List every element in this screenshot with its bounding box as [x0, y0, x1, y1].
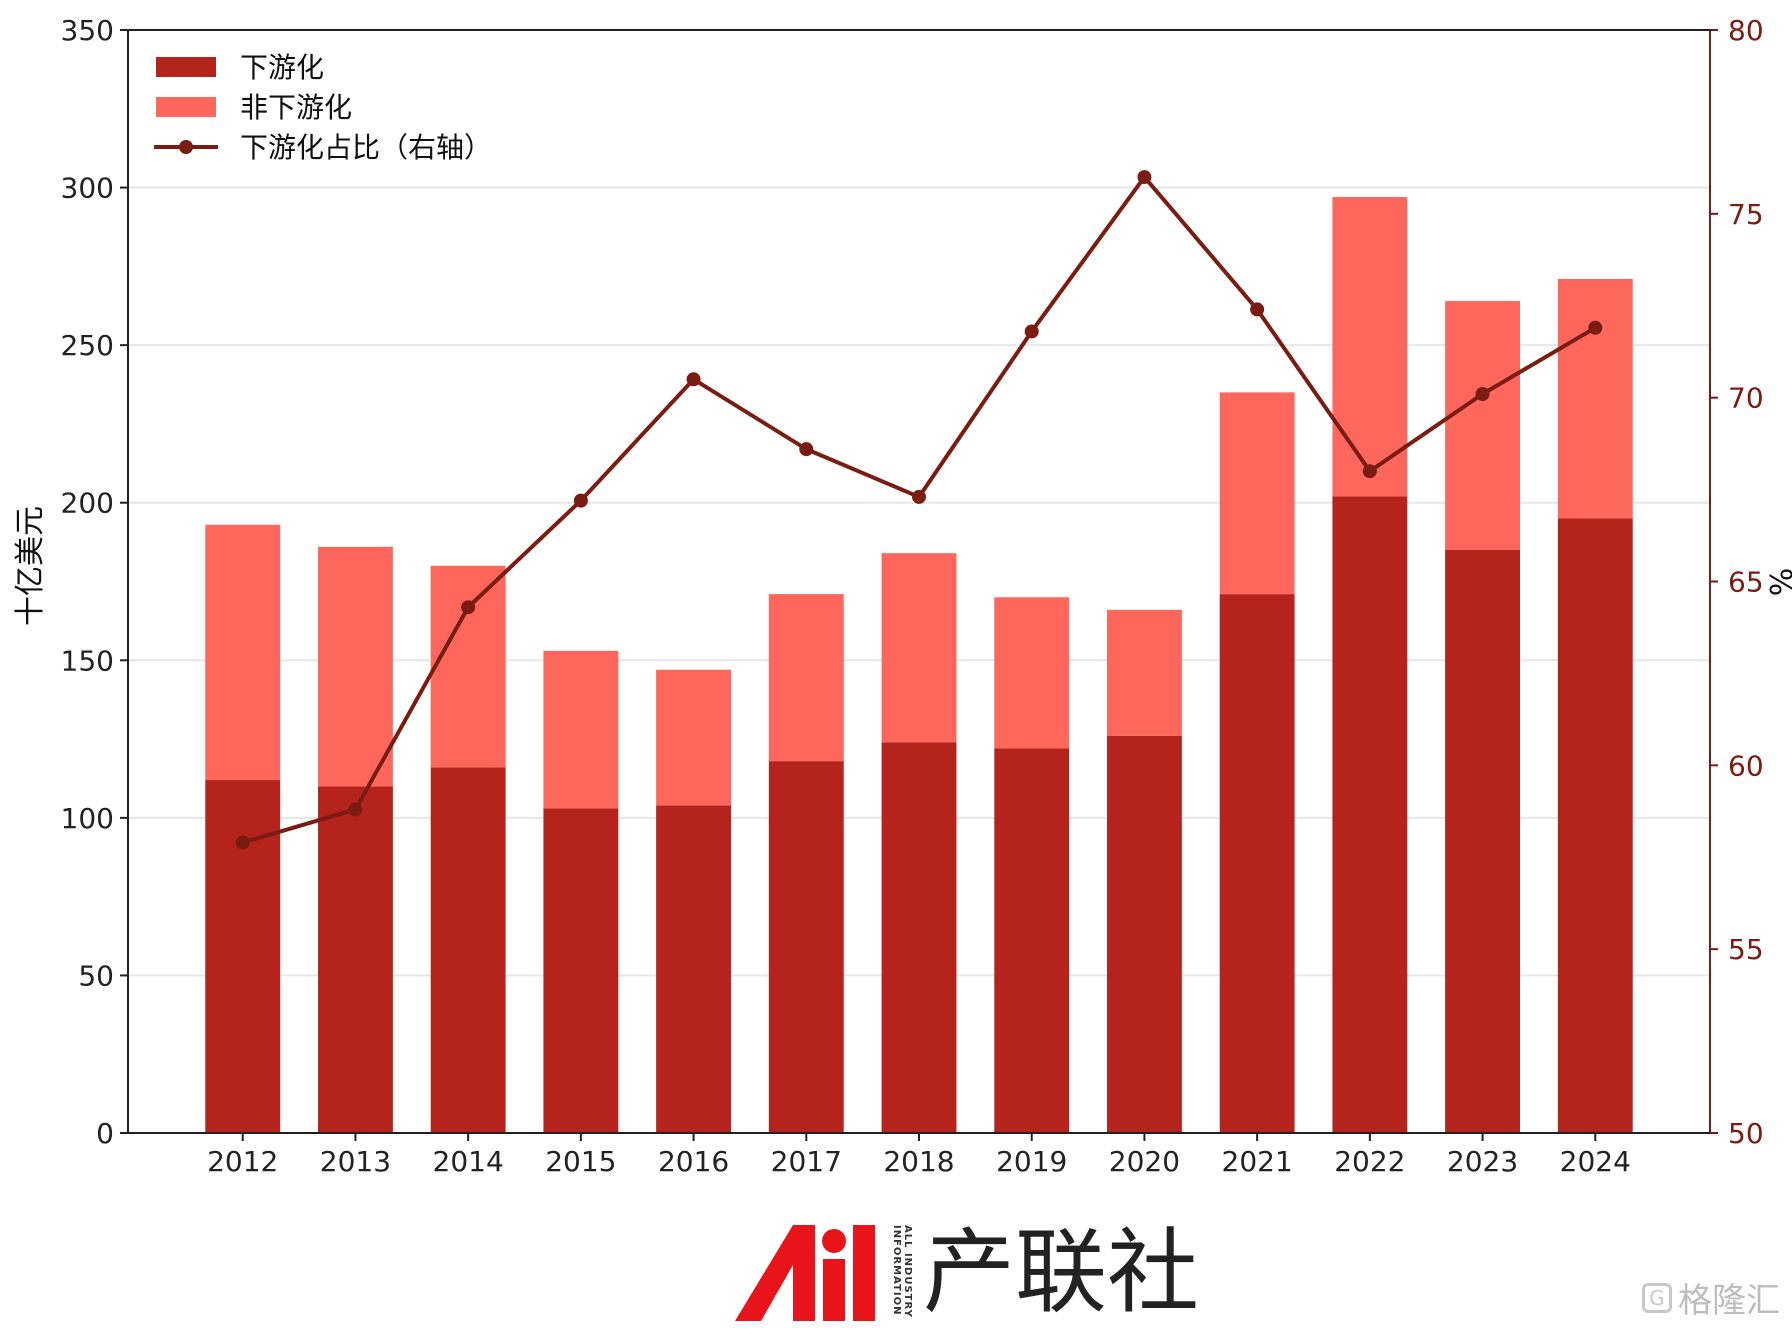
share-point-2021 [1250, 302, 1265, 317]
share-point-2016 [686, 372, 701, 387]
bar-non-downstream-2017 [768, 594, 844, 762]
y-axis-title: 十亿美元 [13, 506, 48, 626]
bar-downstream-2020 [1106, 735, 1182, 1133]
x-tick-label: 2023 [1447, 1145, 1518, 1178]
bar-downstream-2013 [318, 786, 393, 1133]
legend-marker-share [179, 140, 193, 154]
bar-non-downstream-2022 [1332, 197, 1408, 497]
x-tick-label: 2018 [883, 1145, 954, 1178]
watermark-text: 格隆汇 [1678, 1281, 1780, 1321]
y-tick-label: 300 [61, 172, 114, 205]
share-line [235, 170, 1603, 850]
bar-non-downstream-2015 [543, 650, 619, 809]
y2-tick-label: 50 [1728, 1117, 1764, 1150]
y2-tick-label: 75 [1728, 198, 1764, 231]
x-tick-label: 2015 [545, 1145, 616, 1178]
legend: 下游化 非下游化 下游化占比（右轴） [154, 51, 492, 164]
bar-non-downstream-2018 [881, 553, 957, 743]
y2-tick-label: 55 [1728, 933, 1764, 966]
bar-non-downstream-2020 [1106, 609, 1182, 736]
share-point-2019 [1024, 324, 1039, 339]
bar-downstream-2015 [543, 808, 619, 1133]
x-tick-label: 2021 [1222, 1145, 1293, 1178]
bar-downstream-2022 [1332, 496, 1408, 1133]
y2-tick-label: 70 [1728, 382, 1764, 415]
y-tick-label: 50 [78, 959, 114, 992]
x-tick-label: 2017 [771, 1145, 842, 1178]
y-tick-label: 250 [61, 329, 114, 362]
bar-non-downstream-2021 [1219, 392, 1295, 595]
bar-non-downstream-2019 [994, 597, 1070, 749]
bar-downstream-2019 [994, 748, 1070, 1133]
bar-downstream-2018 [881, 742, 957, 1133]
watermark: G 格隆汇 [1642, 1273, 1780, 1322]
bar-downstream-2023 [1445, 549, 1520, 1133]
y-tick-label: 350 [61, 14, 114, 47]
bar-non-downstream-2012 [205, 524, 281, 781]
bar-non-downstream-2024 [1557, 278, 1633, 519]
x-tick-label: 2013 [320, 1145, 391, 1178]
watermark-icon: G [1642, 1282, 1672, 1313]
share-point-2013 [348, 802, 363, 817]
x-tick-label: 2016 [658, 1145, 729, 1178]
share-point-2014 [461, 600, 476, 615]
brand-name: 产联社 [923, 1219, 1200, 1326]
share-point-2017 [799, 442, 814, 457]
share-point-2018 [912, 489, 926, 504]
y-tick-label: 0 [96, 1117, 114, 1150]
legend-swatch-downstream [156, 57, 216, 77]
bar-non-downstream-2013 [318, 546, 393, 787]
share-point-2022 [1362, 464, 1377, 479]
tick-labels: 0 50 100 150 200 250 300 350 50 55 60 65 70 75 80 2012 2… [61, 14, 1764, 1178]
x-tick-label: 2012 [207, 1145, 278, 1178]
share-point-2015 [573, 493, 588, 508]
bar-downstream-2021 [1219, 594, 1295, 1133]
y2-tick-label: 80 [1728, 14, 1764, 47]
brand-tagline: ALL INDUSTRY INFORMATION [891, 1225, 913, 1318]
y2-tick-label: 60 [1728, 749, 1764, 782]
x-tick-label: 2020 [1109, 1145, 1180, 1178]
bar-downstream-2024 [1557, 518, 1633, 1133]
axes [120, 29, 1718, 1141]
legend-label-downstream: 下游化 [240, 51, 324, 84]
brand-logo: ALL INDUSTRY INFORMATION 产联社 [735, 1225, 1199, 1321]
share-point-2023 [1475, 386, 1490, 401]
share-point-2024 [1588, 320, 1603, 335]
bar-downstream-2017 [768, 761, 844, 1133]
bar-non-downstream-2016 [656, 669, 732, 806]
x-tick-label: 2024 [1560, 1145, 1631, 1178]
x-tick-label: 2022 [1334, 1145, 1405, 1178]
bar-non-downstream-2014 [430, 565, 506, 768]
bar-downstream-2016 [656, 805, 732, 1133]
x-tick-label: 2014 [433, 1145, 504, 1178]
y2-axis-title: % [1762, 568, 1792, 597]
y-tick-label: 100 [61, 802, 114, 835]
y2-tick-label: 65 [1728, 566, 1764, 599]
bars [205, 197, 1633, 1133]
legend-label-share: 下游化占比（右轴） [240, 131, 492, 164]
share-point-2020 [1137, 170, 1152, 185]
ai-logo-icon [735, 1225, 875, 1321]
y-tick-label: 150 [61, 644, 114, 677]
bar-non-downstream-2023 [1445, 301, 1520, 550]
legend-label-non-downstream: 非下游化 [240, 91, 352, 124]
bar-downstream-2014 [430, 767, 506, 1133]
share-point-2012 [235, 835, 250, 850]
x-tick-label: 2019 [996, 1145, 1067, 1178]
legend-swatch-non-downstream [156, 97, 216, 117]
y-tick-label: 200 [61, 487, 114, 520]
